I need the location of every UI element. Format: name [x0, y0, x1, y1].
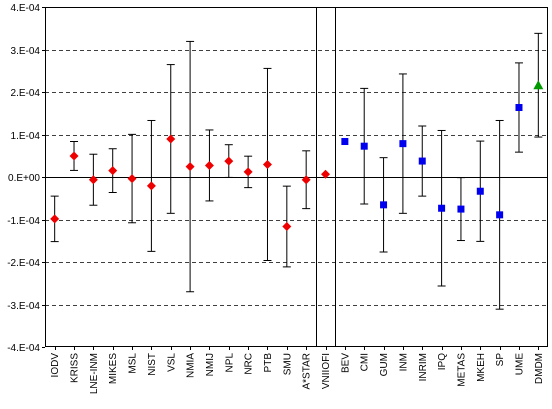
axes — [42, 7, 548, 350]
x-tick-label: KRISS — [70, 353, 81, 383]
data-point-square — [496, 211, 504, 219]
x-tick-label: VNIIOFI — [321, 353, 332, 389]
x-tick-labels: IODV KRISS LNE-INM MIKES MSL NIST VSL NMIA NMIJ N… — [50, 353, 545, 395]
data-point-square — [360, 142, 368, 150]
x-tick-label: NMIJ — [205, 353, 216, 376]
y-tick-label: 1.E-04 — [11, 131, 41, 142]
data-point-diamond — [262, 159, 272, 169]
data-point-diamond — [204, 160, 214, 170]
x-tick-label: LNE-INM — [89, 353, 100, 394]
x-tick-label: IPQ — [437, 353, 448, 370]
data-markers — [50, 80, 544, 232]
x-tick-label: NMIA — [186, 353, 197, 378]
x-tick-label: IODV — [50, 353, 61, 378]
y-tick-label: -4.E-04 — [7, 343, 40, 354]
data-point-square — [515, 104, 523, 112]
error-bars — [50, 32, 543, 310]
y-tick-labels: 4.E-04 3.E-04 2.E-04 1.E-04 0.E+00 -1.E-04 -2.… — [7, 3, 40, 354]
x-tick-label: DMDM — [534, 353, 545, 384]
x-tick-label: INRIM — [418, 353, 429, 381]
x-tick-label: GUM — [379, 353, 390, 376]
y-tick-label: 3.E-04 — [11, 46, 41, 57]
data-point-square — [399, 140, 407, 148]
y-tick-label: -2.E-04 — [7, 258, 40, 269]
data-point-diamond — [301, 175, 311, 185]
data-point-diamond — [88, 175, 98, 185]
x-tick-label: BEV — [340, 353, 351, 373]
data-point-diamond — [108, 166, 118, 176]
x-tick-label: MSL — [128, 353, 139, 374]
data-point-diamond — [127, 174, 137, 184]
x-tick-label: CMI — [360, 353, 371, 371]
x-tick-label: MIKES — [108, 353, 119, 384]
y-tick-label: 0.E+00 — [8, 173, 40, 184]
data-point-square — [418, 157, 426, 165]
data-point-square — [341, 138, 349, 146]
data-point-diamond — [321, 169, 331, 179]
x-tick-label: NRC — [244, 353, 255, 375]
x-tick-label: MKEH — [476, 353, 487, 382]
data-point-diamond — [185, 162, 195, 172]
x-tick-label: NPL — [224, 353, 235, 373]
x-tick-label: METAS — [456, 353, 467, 387]
x-tick-label: NIST — [147, 353, 158, 376]
data-point-diamond — [69, 151, 79, 161]
x-tick-label: VSL — [166, 353, 177, 372]
data-point-square — [380, 201, 388, 209]
y-tick-label: 2.E-04 — [11, 88, 41, 99]
x-tick-label: A*STAR — [302, 353, 313, 390]
data-point-diamond — [146, 181, 156, 191]
x-tick-label: SP — [495, 353, 506, 367]
data-point-square — [476, 187, 484, 195]
x-tick-label: INM — [398, 353, 409, 371]
y-tick-label: -1.E-04 — [7, 216, 40, 227]
data-point-diamond — [166, 134, 176, 144]
data-point-diamond — [50, 214, 60, 224]
data-point-triangle — [533, 80, 544, 90]
y-tick-label: 4.E-04 — [11, 3, 41, 14]
data-point-diamond — [224, 156, 234, 166]
x-tick-label: PTB — [263, 353, 274, 373]
data-point-diamond — [282, 222, 292, 232]
x-tick-label: SMU — [282, 353, 293, 375]
x-tick-label: UME — [514, 353, 525, 376]
data-point-diamond — [243, 167, 253, 177]
data-point-square — [457, 205, 465, 213]
y-tick-label: -3.E-04 — [7, 301, 40, 312]
data-point-square — [438, 204, 446, 212]
